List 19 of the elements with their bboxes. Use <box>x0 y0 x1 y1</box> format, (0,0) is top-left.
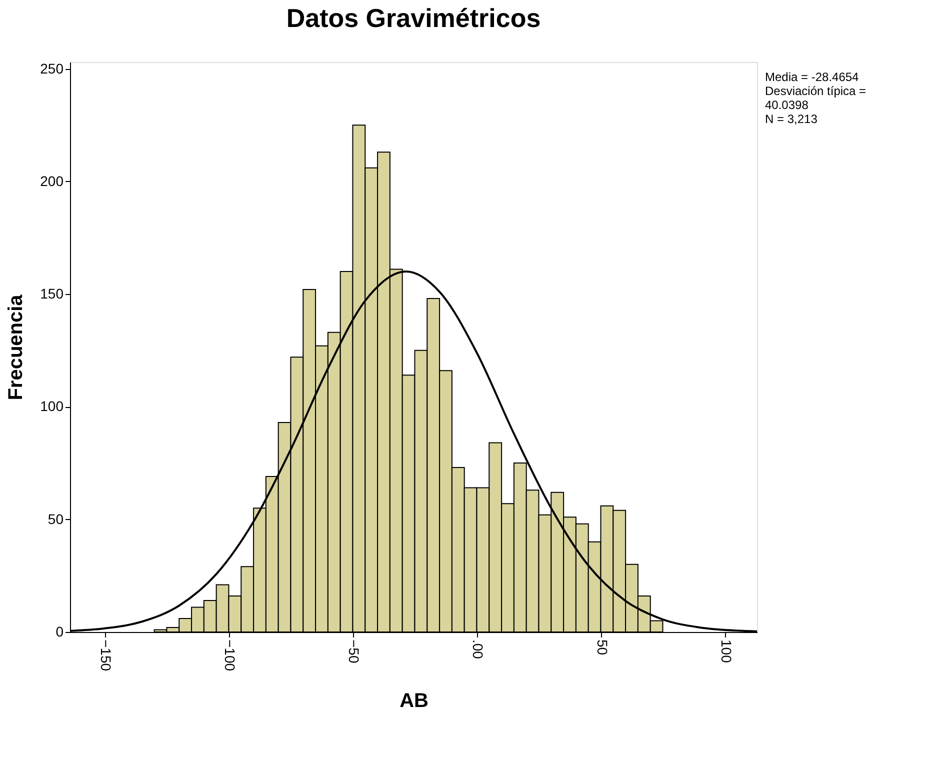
x-tick-label: −150 <box>98 640 114 672</box>
y-tick-label: 100 <box>40 398 64 414</box>
y-tick-label: 200 <box>40 172 64 189</box>
x-axis-title: AB <box>400 690 428 712</box>
x-tick-label: −50 <box>346 640 362 664</box>
chart-title: Datos Gravimétricos <box>286 2 541 33</box>
y-tick-label: 250 <box>40 60 64 76</box>
x-tick-label: .00 <box>470 640 486 660</box>
y-tick-label: 150 <box>40 286 64 302</box>
y-tick-label: 0 <box>56 624 64 640</box>
x-tick-label: −100 <box>222 640 238 672</box>
x-tick-label: 100 <box>718 640 734 664</box>
y-axis-title: Frecuencia <box>5 294 28 400</box>
text: 40.0398 <box>765 98 809 112</box>
x-tick-label: 50 <box>594 640 610 656</box>
text: Media = -28.4654 <box>765 70 860 84</box>
text: N = 3,213 <box>765 112 818 126</box>
y-tick-label: 50 <box>48 510 64 527</box>
text: Desviación típica = <box>765 84 866 98</box>
